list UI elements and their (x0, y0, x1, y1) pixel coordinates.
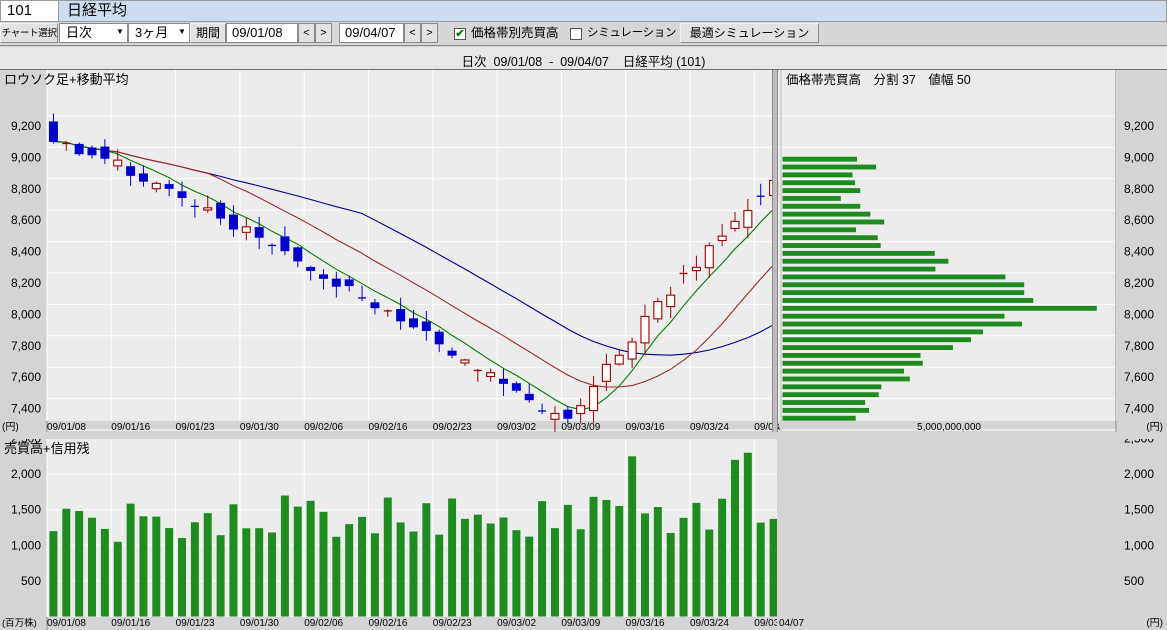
svg-text:09/03/02: 09/03/02 (497, 422, 536, 432)
svg-text:7,600: 7,600 (1124, 370, 1154, 384)
svg-text:8,800: 8,800 (1124, 182, 1154, 196)
svg-text:1,500: 1,500 (11, 503, 41, 517)
svg-text:8,400: 8,400 (11, 245, 41, 259)
svg-text:1,000: 1,000 (1124, 538, 1154, 552)
svg-text:8,200: 8,200 (1124, 276, 1154, 290)
svg-text:09/01/16: 09/01/16 (111, 618, 150, 629)
svg-text:価格帯売買高 分割 37 値幅 50: 価格帯売買高 分割 37 値幅 50 (786, 72, 971, 87)
svg-text:09/02/23: 09/02/23 (433, 618, 472, 629)
svg-text:9,000: 9,000 (1124, 150, 1154, 164)
svg-text:09/03/02: 09/03/02 (497, 618, 536, 629)
svg-text:2,500: 2,500 (1124, 439, 1154, 446)
svg-text:8,600: 8,600 (1124, 213, 1154, 227)
svg-text:5,000,000,000: 5,000,000,000 (917, 422, 981, 432)
svg-text:2,000: 2,000 (11, 467, 41, 481)
svg-text:1,000: 1,000 (11, 538, 41, 552)
svg-text:9,200: 9,200 (11, 119, 41, 133)
svg-text:09/03/16: 09/03/16 (626, 618, 665, 629)
svg-text:09/01/08: 09/01/08 (47, 422, 86, 432)
svg-text:9,200: 9,200 (1124, 119, 1154, 133)
svg-text:09/03/09: 09/03/09 (561, 618, 600, 629)
svg-text:09/02/16: 09/02/16 (368, 422, 407, 432)
svg-text:(百万株): (百万株) (2, 617, 37, 629)
svg-text:9,000: 9,000 (11, 150, 41, 164)
svg-text:8,400: 8,400 (1124, 245, 1154, 259)
svg-text:(円): (円) (2, 422, 19, 432)
svg-text:7,800: 7,800 (1124, 339, 1154, 353)
svg-text:500: 500 (1124, 574, 1144, 588)
svg-text:1,500: 1,500 (1124, 503, 1154, 517)
svg-text:8,600: 8,600 (11, 213, 41, 227)
svg-text:09/02/16: 09/02/16 (368, 618, 407, 629)
svg-text:7,800: 7,800 (11, 339, 41, 353)
svg-text:09/01/16: 09/01/16 (111, 422, 150, 432)
svg-text:7,400: 7,400 (11, 402, 41, 416)
svg-text:ロウソク足+移動平均: ロウソク足+移動平均 (4, 72, 129, 87)
svg-text:09/02/23: 09/02/23 (433, 422, 472, 432)
svg-text:8,800: 8,800 (11, 182, 41, 196)
svg-text:09/01/30: 09/01/30 (240, 618, 279, 629)
svg-text:09/01/23: 09/01/23 (176, 422, 215, 432)
svg-text:04/07: 04/07 (779, 618, 804, 629)
svg-text:(円): (円) (1146, 618, 1163, 629)
svg-text:09/02/06: 09/02/06 (304, 422, 343, 432)
svg-text:2,000: 2,000 (1124, 467, 1154, 481)
svg-text:(円): (円) (1146, 422, 1163, 432)
svg-text:09/01/30: 09/01/30 (240, 422, 279, 432)
svg-text:8,000: 8,000 (11, 307, 41, 321)
svg-text:8,200: 8,200 (11, 276, 41, 290)
svg-text:09/02/06: 09/02/06 (304, 618, 343, 629)
svg-text:09/01/23: 09/01/23 (176, 618, 215, 629)
svg-text:7,400: 7,400 (1124, 402, 1154, 416)
svg-text:09/01/08: 09/01/08 (47, 618, 86, 629)
svg-text:09/03/24: 09/03/24 (690, 422, 729, 432)
svg-text:売買高+信用残: 売買高+信用残 (4, 441, 90, 456)
svg-text:09/03/24: 09/03/24 (690, 618, 729, 629)
svg-text:500: 500 (21, 574, 41, 588)
svg-text:8,000: 8,000 (1124, 307, 1154, 321)
svg-text:09/03/16: 09/03/16 (626, 422, 665, 432)
svg-text:7,600: 7,600 (11, 370, 41, 384)
